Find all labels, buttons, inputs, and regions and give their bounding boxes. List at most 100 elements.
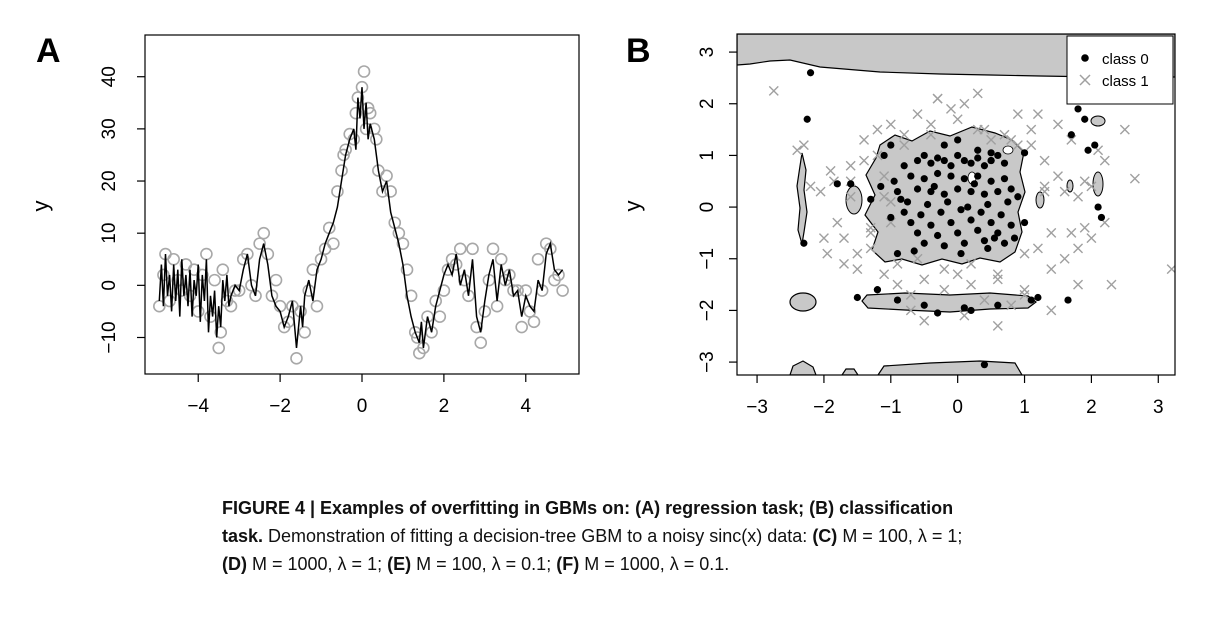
panel-b: B y −3 −2 −1 0 1 2 3 −3 −2 −1 0 1 2 3 <box>620 32 1176 418</box>
panel-b-class1-point <box>1039 181 1050 192</box>
panel-b-class0-point <box>1007 185 1015 193</box>
panel-b-class1-point <box>979 124 990 135</box>
panel-b-class1-point <box>1019 289 1030 300</box>
panel-b-class0-point <box>903 198 912 206</box>
panel-b-class1-point <box>945 103 956 114</box>
panel-b-class0-point <box>947 218 955 227</box>
panel-b-class0-point <box>1020 149 1029 157</box>
panel-b-class0-point <box>1014 193 1022 201</box>
panel-b-class0-point <box>974 172 982 180</box>
panel-a-data-point <box>400 263 414 276</box>
panel-b-class0-point <box>1084 146 1092 154</box>
panel-b-class0-point <box>873 286 882 294</box>
panel-b-class0-point <box>1064 296 1072 304</box>
panel-b-class0-point <box>1081 115 1089 123</box>
panel-b-class1-point <box>1073 191 1084 202</box>
panel-b-class0-point <box>913 229 922 237</box>
panel-b-x-tick-label: 0 <box>952 397 963 418</box>
panel-b-class1-point <box>1026 124 1037 135</box>
panel-a-data-point <box>241 247 254 261</box>
panel-b-class1-point <box>992 269 1003 280</box>
panel-b-class0-point <box>980 162 989 170</box>
panel-b-class0-point <box>967 187 975 196</box>
panel-b-class1-point <box>986 134 997 145</box>
panel-b-class0-point <box>913 156 922 165</box>
panel-b-class0-point <box>940 190 948 198</box>
panel-b-class0-point <box>893 296 902 304</box>
panel-b-class1-point <box>865 243 876 254</box>
panel-a-data-point <box>404 289 418 303</box>
panel-b-class0-point <box>940 156 948 165</box>
panel-b-class0-point <box>980 190 989 198</box>
panel-b-class1-point <box>905 289 916 300</box>
panel-b-class0-point <box>944 198 952 206</box>
caption-d-text: M = 1000, λ = 1; <box>247 554 383 574</box>
panel-a-data-point <box>357 65 371 78</box>
panel-b-class0-point <box>940 141 948 149</box>
panel-b-class0-point <box>1020 218 1029 227</box>
panel-b-y-tick-label: 3 <box>697 47 718 58</box>
panel-b-y-tick-label: −1 <box>697 248 718 270</box>
panel-b-class1-point <box>952 269 963 280</box>
inner-hole-2 <box>1002 145 1014 155</box>
panel-b-class1-point <box>912 109 923 120</box>
bottom-small-region <box>841 368 859 375</box>
panel-b-class0-point <box>954 185 962 193</box>
panel-a-data-point <box>290 352 303 365</box>
panel-a-data-point <box>253 237 266 250</box>
panel-b-class1-point <box>818 233 829 244</box>
panel-b-class1-point <box>805 181 816 192</box>
panel-b-class1-point <box>919 274 930 285</box>
lower-left-blob-region <box>789 292 817 312</box>
panel-a-x-tick-label: 0 <box>357 396 368 417</box>
panel-b-class0-point <box>990 234 999 242</box>
panel-b-class1-point <box>1039 155 1050 166</box>
panel-b-plot-frame <box>736 33 1176 376</box>
panel-b-class1-point <box>1052 171 1063 182</box>
panel-b-class1-point <box>1046 305 1057 316</box>
panel-b-class1-point <box>952 114 963 125</box>
panel-a-data-point <box>486 242 500 256</box>
panel-b-class0-point <box>887 213 895 222</box>
panel-b-class0-point <box>1000 159 1009 167</box>
panel-b-class0-point <box>1027 296 1035 304</box>
panel-b-class1-point <box>1073 243 1084 254</box>
panel-a-data-point <box>200 247 213 261</box>
panel-b-class1-point <box>939 284 950 295</box>
panel-a-data-point <box>531 252 545 266</box>
panel-b-class1-point <box>959 310 970 321</box>
panel-b-class0-point <box>910 247 918 255</box>
panel-b-class1-point <box>792 145 803 156</box>
lower-strip-region <box>861 292 1037 313</box>
panel-b-class1-point <box>1129 173 1140 184</box>
panel-b-class0-point <box>994 301 1002 309</box>
panel-b-class1-point <box>832 217 843 228</box>
bottom-left-region <box>789 360 817 375</box>
panel-b-class1-point <box>912 253 923 264</box>
panel-a-x-tick-label: −2 <box>269 396 291 417</box>
panel-b-class0-point <box>984 244 992 253</box>
bottom-wide-region <box>877 360 1023 375</box>
panel-b-class1-point <box>966 258 977 269</box>
panel-a-data-point <box>474 336 488 350</box>
panel-b-class1-point <box>1019 284 1030 295</box>
panel-b-class0-point <box>984 200 992 209</box>
panel-b-class1-point <box>1006 300 1017 311</box>
panel-a-data-point <box>527 315 541 329</box>
panel-a-y-axis-label: y <box>28 201 53 212</box>
panel-b-class1-point <box>859 155 870 166</box>
right-small-region-1 <box>1090 115 1106 127</box>
panel-b-class0-point <box>934 169 942 178</box>
panel-b-class1-point <box>899 129 910 140</box>
caption-c-label: (C) <box>812 526 838 546</box>
panel-b-class0-point <box>934 231 942 240</box>
panel-b-class0-point <box>987 156 995 165</box>
panel-b-class1-point <box>892 279 903 290</box>
panel-a-data-point <box>335 164 348 177</box>
panel-b-class1-point <box>999 129 1010 140</box>
panel-b-class1-point <box>845 191 856 202</box>
panel-b-class1-point <box>838 258 849 269</box>
panel-b-y-tick-label: −2 <box>697 300 718 322</box>
panel-b-class0-point <box>934 154 942 162</box>
panel-a-data-point <box>191 305 205 318</box>
